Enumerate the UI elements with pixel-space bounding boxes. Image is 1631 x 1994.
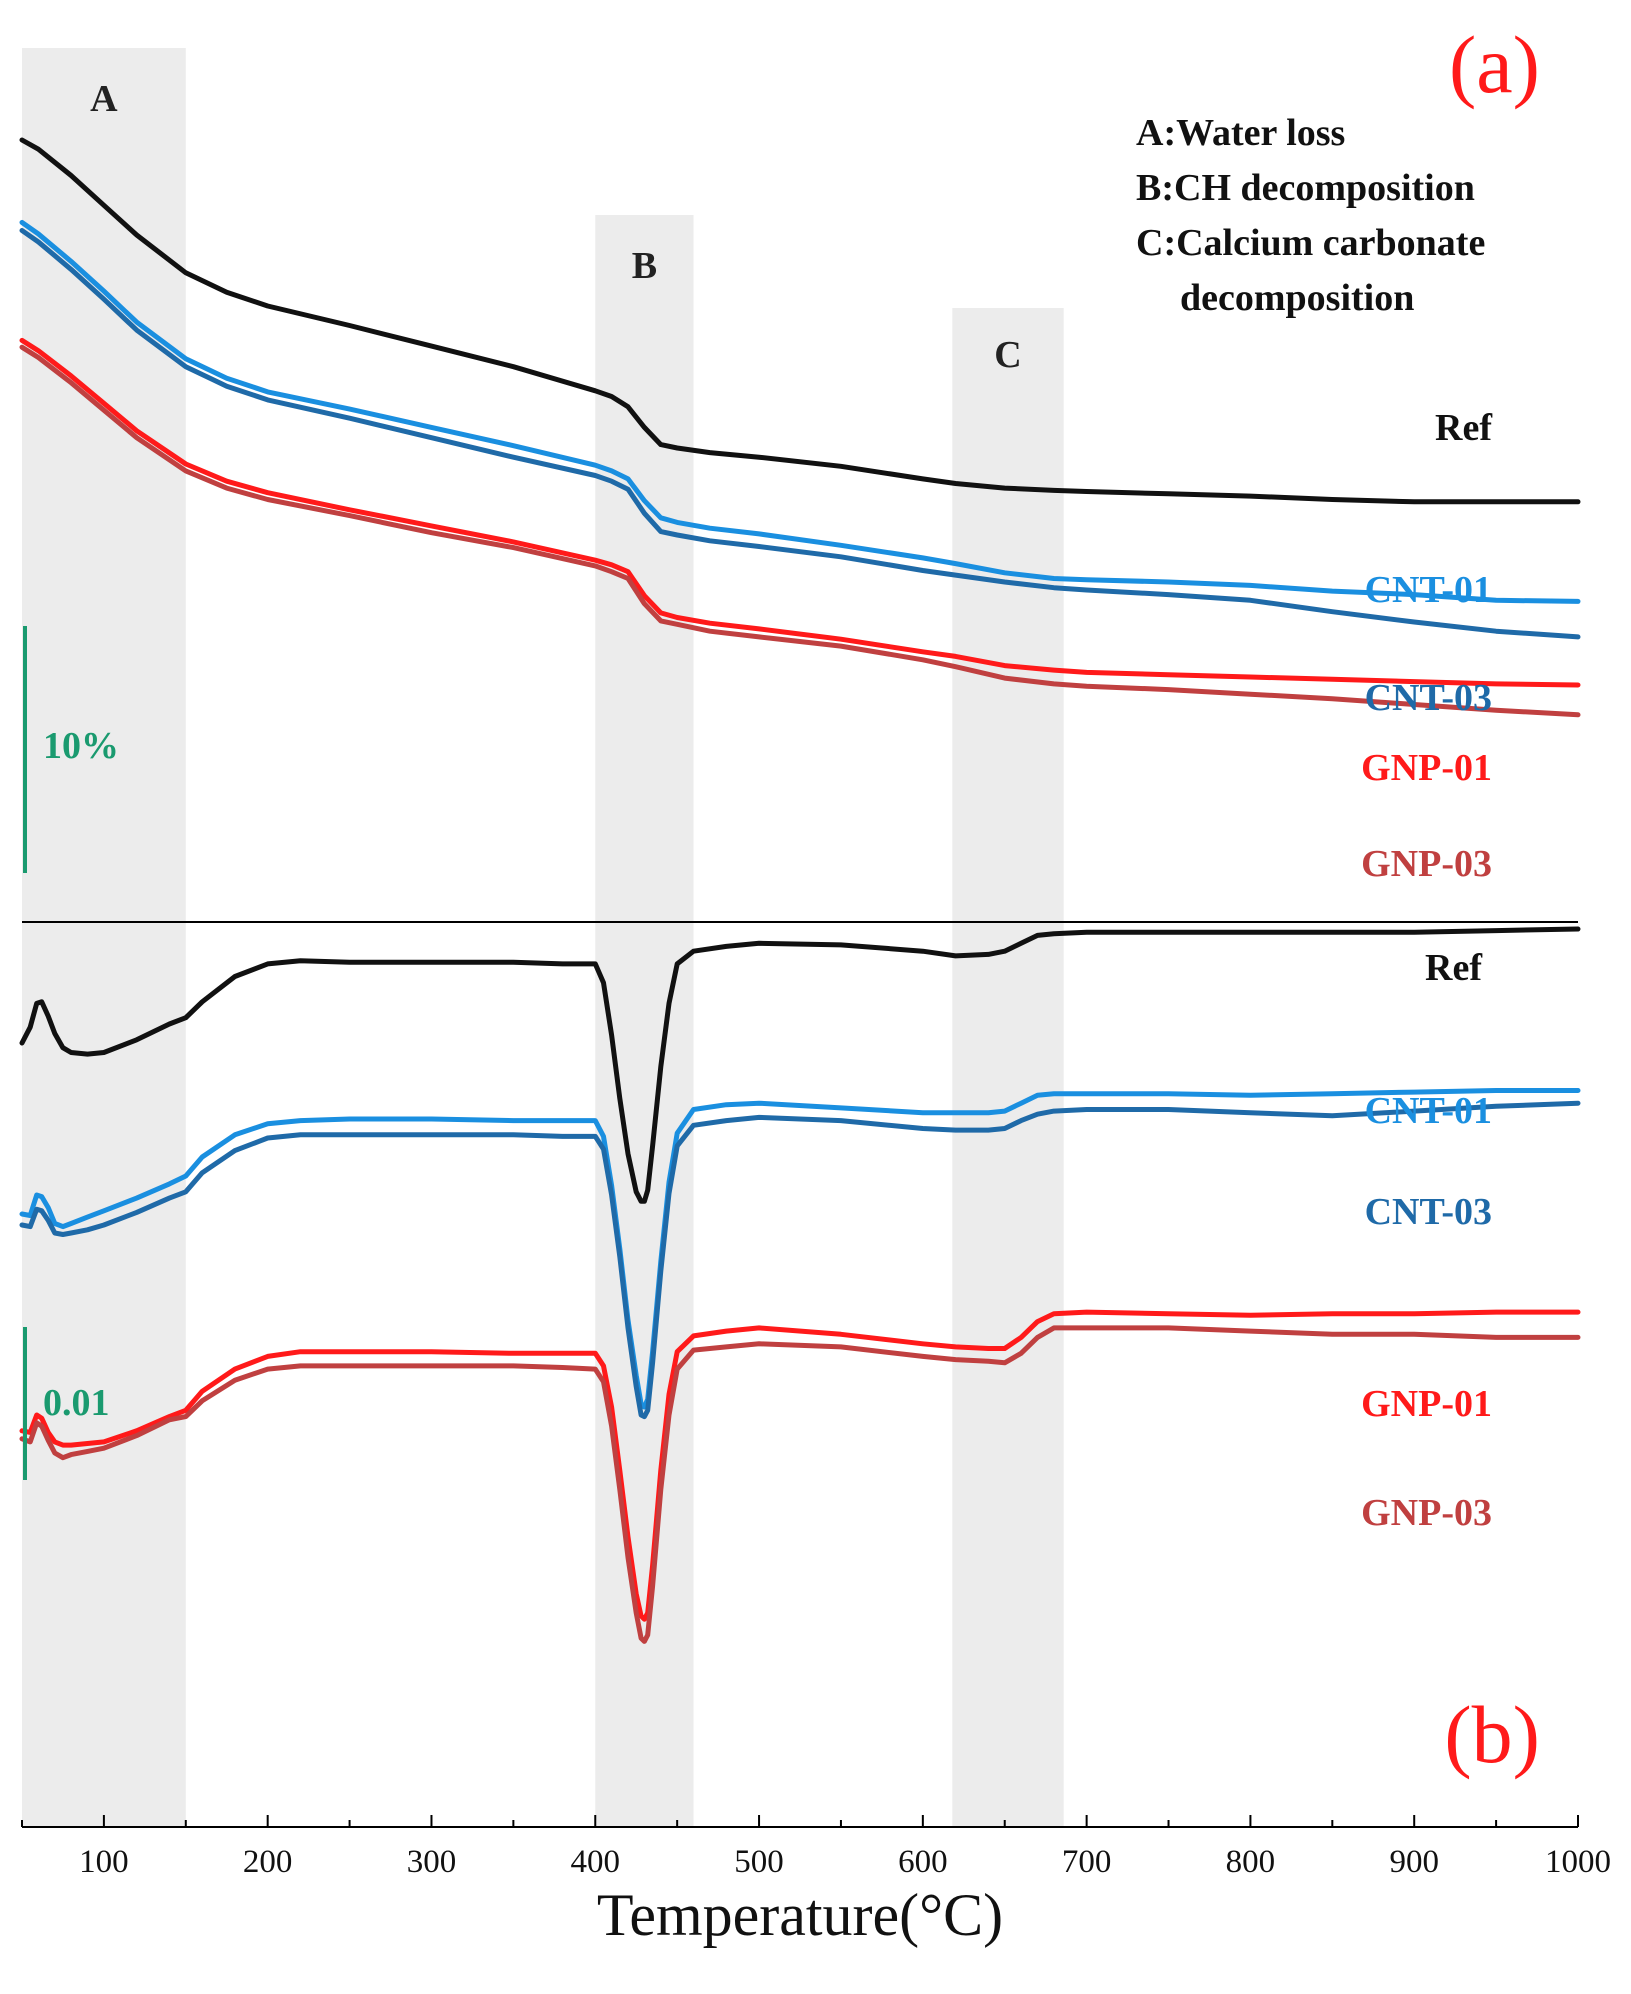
dtg-label-gnp-01: GNP-01 [1361,1383,1492,1425]
legend-note-b: B:CH decomposition [1136,167,1475,209]
x-axis-ticks: 100 200 300 400 500 600 700 800 900 1000 [21,1815,1611,1880]
dtg-line-gnp-03 [19,1325,1581,1644]
region-band-a [22,48,186,1827]
dtg-line-ref [19,926,1581,1204]
region-band-c [952,308,1064,1827]
tg-line-gnp-03 [19,344,1581,718]
tg-line-cnt-03 [19,228,1581,640]
x-tick-label: 200 [243,1844,293,1880]
x-axis-title: Temperature(°C) [597,1882,1003,1948]
tg-scale-bar [23,626,27,873]
x-tick-label: 900 [1389,1844,1439,1880]
dtg-line-gnp-01 [19,1309,1581,1622]
x-tick-label: 300 [407,1844,457,1880]
panel-label-a: (a) [1449,19,1540,110]
x-tick-label: 500 [734,1844,784,1880]
x-tick-label: 600 [898,1844,948,1880]
tg-label-cnt-01: CNT-01 [1365,569,1492,611]
tg-line-ref [19,137,1581,505]
x-tick-label: 400 [571,1844,621,1880]
legend-note-c-cont: decomposition [1180,277,1414,319]
x-tick-label: 100 [79,1844,129,1880]
tg-label-cnt-03: CNT-03 [1365,677,1492,719]
tg-scale-label: 10% [43,725,119,767]
x-tick-label: 1000 [1545,1844,1611,1880]
x-axis: 100 200 300 400 500 600 700 800 900 1000 Temperat… [21,921,1611,1948]
legend-note-c: C:Calcium carbonate [1136,222,1485,264]
tg-line-cnt-01 [19,219,1581,604]
legend-note-a: A:Water loss [1136,112,1345,154]
dtg-label-gnp-03: GNP-03 [1361,1492,1492,1534]
annotations: (a) (b) A:Water loss B:CH decomposition … [23,19,1540,1780]
x-tick-label: 800 [1226,1844,1276,1880]
dtg-curves [19,926,1581,1644]
dtg-label-ref: Ref [1425,947,1483,989]
region-label-b: B [632,245,657,287]
region-label-c: C [994,334,1021,376]
dtg-line-cnt-03 [19,1100,1581,1420]
tg-label-gnp-03: GNP-03 [1361,843,1492,885]
dtg-scale-bar [23,1327,27,1480]
series-labels: Ref CNT-01 CNT-03 GNP-01 GNP-03 Ref CNT-01 CNT-… [1361,407,1493,1534]
region-label-a: A [90,78,118,120]
dtg-label-cnt-03: CNT-03 [1365,1191,1492,1233]
region-bands: A B C [22,48,1064,1827]
tg-label-gnp-01: GNP-01 [1361,747,1492,789]
tg-line-gnp-01 [19,337,1581,688]
panel-label-b: (b) [1444,1689,1540,1780]
tg-label-ref: Ref [1435,407,1493,449]
dtg-label-cnt-01: CNT-01 [1365,1090,1492,1132]
x-tick-label: 700 [1062,1844,1112,1880]
dtg-scale-label: 0.01 [43,1382,110,1424]
tg-curves [19,137,1581,718]
